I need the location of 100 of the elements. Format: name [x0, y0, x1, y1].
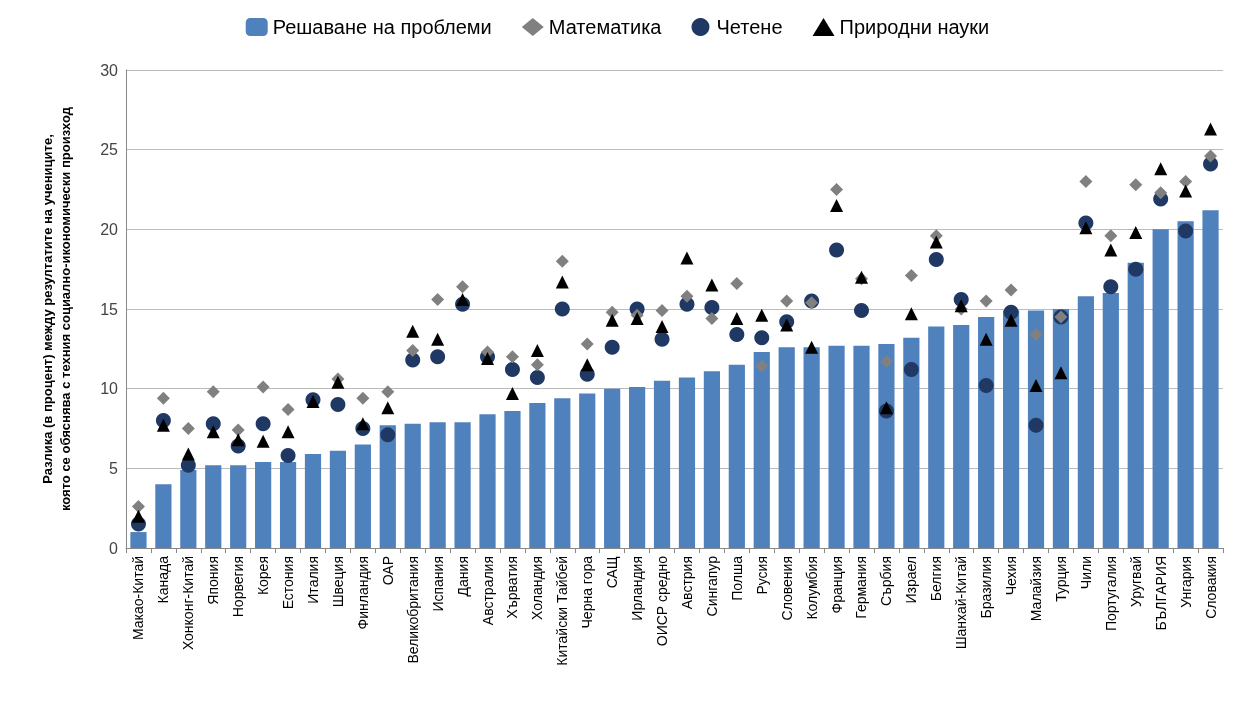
point — [256, 434, 270, 448]
point — [256, 380, 270, 394]
bar — [978, 316, 995, 548]
point — [704, 299, 720, 315]
x-tick-label: Китайски Тайбей — [554, 556, 571, 666]
point — [1179, 175, 1193, 189]
bar — [878, 344, 895, 548]
x-tick-label: Унгария — [1177, 556, 1194, 608]
point — [928, 252, 944, 268]
y-tick-label: 5 — [109, 459, 119, 477]
bar — [304, 453, 322, 548]
point — [431, 332, 445, 346]
point — [281, 402, 295, 416]
y-tick-label: 25 — [100, 141, 119, 159]
x-tick-label: Франция — [828, 556, 845, 614]
x-tick-label: Австрия — [678, 556, 695, 610]
point — [156, 391, 170, 405]
bar — [279, 461, 297, 548]
point — [729, 327, 745, 342]
bar — [1002, 310, 1020, 548]
point — [555, 275, 569, 289]
x-tick-label: Русия — [753, 556, 770, 595]
bar — [953, 324, 970, 548]
bar — [579, 393, 596, 548]
point — [755, 308, 769, 322]
point — [1104, 243, 1118, 257]
point — [1029, 327, 1043, 341]
x-tick-label: Естония — [280, 556, 297, 610]
point — [978, 377, 994, 393]
legend-label: Математика — [548, 16, 663, 38]
point — [431, 292, 445, 306]
point — [904, 269, 918, 283]
y-tick-label: 20 — [100, 220, 119, 238]
point — [903, 362, 919, 378]
point — [1129, 226, 1143, 240]
point — [705, 278, 719, 292]
bar — [1102, 293, 1119, 548]
point — [705, 312, 719, 326]
bar — [1177, 221, 1194, 548]
point — [505, 350, 519, 364]
bar — [678, 377, 696, 548]
x-tick-label: Словения — [778, 556, 795, 621]
point — [854, 303, 869, 319]
point — [730, 277, 744, 291]
bar — [653, 380, 671, 548]
bar — [703, 371, 720, 548]
point — [205, 416, 221, 432]
point — [879, 355, 893, 369]
x-tick-label: Корея — [255, 556, 272, 596]
point — [206, 425, 220, 439]
point — [1154, 162, 1168, 176]
point — [131, 500, 145, 514]
y-tick-label: 15 — [100, 300, 119, 318]
bar — [205, 465, 222, 548]
x-tick-label: Израел — [903, 556, 920, 604]
x-tick-label: Португалия — [1102, 556, 1119, 632]
bar — [404, 423, 421, 548]
point — [780, 318, 794, 332]
x-tick-label: Великобритания — [404, 556, 421, 664]
bar — [928, 326, 945, 548]
point — [655, 320, 669, 334]
x-tick-label: Малайзия — [1028, 556, 1045, 622]
legend-label: Природни науки — [839, 16, 990, 38]
point — [406, 343, 420, 357]
y-tick-label: 0 — [109, 539, 119, 557]
bar — [1127, 262, 1144, 548]
bar — [753, 352, 770, 548]
point — [654, 331, 670, 347]
point — [755, 359, 769, 373]
legend-label: Четене — [716, 16, 783, 38]
point — [430, 349, 446, 365]
point — [979, 294, 993, 308]
point — [530, 358, 544, 372]
bar — [479, 414, 496, 548]
x-tick-label: Бразилия — [978, 556, 995, 619]
x-tick-label: Норвегия — [230, 556, 247, 618]
bar — [629, 387, 646, 548]
point — [206, 385, 220, 399]
point — [830, 183, 844, 196]
point — [1204, 122, 1218, 136]
point — [780, 294, 794, 308]
point — [655, 304, 669, 318]
point — [1128, 261, 1144, 277]
point — [805, 340, 819, 354]
bar — [230, 465, 247, 548]
bar — [554, 398, 571, 548]
x-tick-label: САЩ — [604, 556, 621, 589]
bar — [1152, 229, 1169, 548]
point — [381, 401, 395, 415]
point — [1079, 221, 1093, 235]
bar — [155, 484, 172, 548]
point — [505, 386, 519, 400]
x-tick-label: ОИСР средно — [654, 555, 671, 647]
point — [1178, 223, 1194, 239]
point — [830, 198, 844, 212]
bar — [255, 461, 272, 548]
x-tick-label: Полша — [728, 555, 745, 601]
x-tick-label: Германия — [853, 556, 870, 619]
y-axis-title: Разлика (в процент) между резултатите на учениците, която се обяснява с техния социално-икономически произход — [39, 106, 73, 512]
point — [555, 254, 569, 268]
